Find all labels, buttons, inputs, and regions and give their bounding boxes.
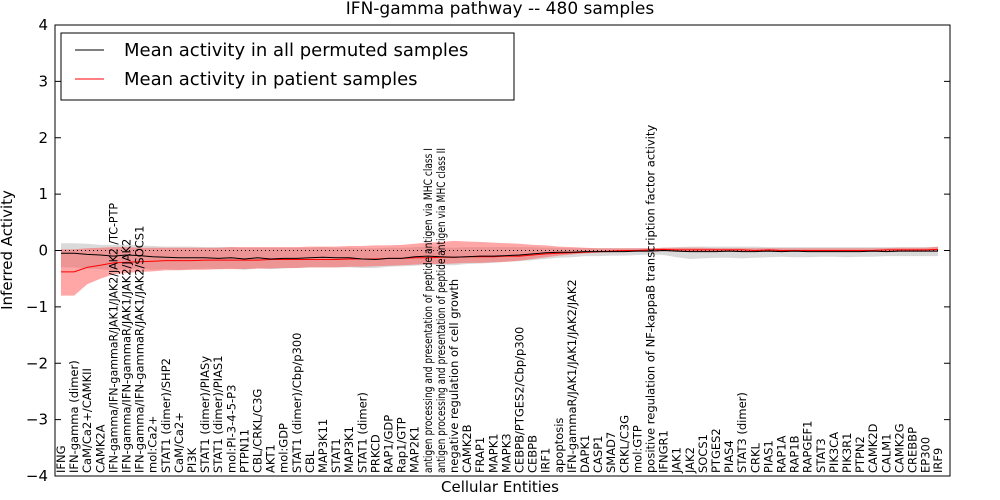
permuted-mean-line [61,249,938,261]
legend: Mean activity in all permuted samples Me… [60,32,515,101]
x-tick-label: CaM/Ca2+ [172,412,186,473]
x-tick-label: PI3K [185,447,199,473]
x-tick-label: STAT1 [329,438,343,473]
y-axis: 4 3 2 1 0 −1 −2 −3 −4 [26,16,950,485]
x-tick-label: STAT3 (dimer) [735,392,749,473]
x-tick-label: mol:PI-3-4-5-P3 [224,385,238,473]
x-tick-label: mol:GDP [277,423,291,473]
x-tick-label: antigen processing and presentation of p… [421,148,435,473]
x-tick-label: STAT1 (dimer)/PIAS1 [211,355,225,473]
x-tick-label: MAP3K1 [342,426,356,473]
x-tick-label: CAMK2B [460,424,474,473]
y-tick-label: −1 [26,298,48,316]
x-tick-label: CEBPB/PTGES2/Cbp/p300 [513,327,527,473]
x-tick-label: IFN-gamma/IFN-gammaR/JAK1/JAK2/JAK2 [120,239,134,473]
x-tick-label: IFN-gamma/IFN-gammaR/JAK1/JAK2/SOCS1 [133,226,147,473]
x-tick-label: PIAS4 [722,440,736,473]
x-tick-label: CAMK2G [892,423,906,473]
y-tick-label: −2 [26,354,48,372]
x-axis-label: Cellular Entities [441,478,559,496]
x-tick-label: CRKL/C3G [617,415,631,473]
x-tick-label: SOCS1 [696,434,710,473]
x-tick-label: AKT1 [264,444,278,473]
y-tick-label: 1 [38,185,48,203]
x-tick-label: negative regulation of cell growth [447,279,461,473]
x-tick-labels: IFNG IFN-gamma (dimer) CaM/Ca2+/CAMKII CAMK… [54,125,945,474]
x-tick-label: PTGES2 [709,428,723,473]
x-tick-label: CRKL [748,442,762,473]
legend-frame [60,32,515,101]
x-tick-label: RAP1/GDP [382,415,396,473]
x-tick-label: IFNGR1 [657,430,671,473]
x-tick-label: PRKCD [368,434,382,473]
y-tick-label: 3 [38,72,48,90]
x-tick-label: STAT1 (dimer) [355,392,369,473]
x-tick-label: STAT1 (dimer)/SHP2 [159,358,173,473]
x-tick-label: MAP2K1 [408,426,422,473]
x-tick-label: PTPN2 [853,436,867,473]
x-tick-label: mol:Ca2+ [146,416,160,473]
legend-patient-label: Mean activity in patient samples [124,69,418,90]
x-tick-label: PTPN11 [237,429,251,473]
x-tick-label: CAMK2A [93,424,107,473]
x-tick-label: IFN-gamma/IFN-gammaR/JAK1/JAK2/JAK2 /TC-… [106,203,120,473]
x-tick-label: CREBBP [906,427,920,473]
x-tick-label: CAMK2D [866,423,880,473]
x-tick-label: JAK1 [670,447,684,474]
plot-area: IFNG IFN-gamma (dimer) CaM/Ca2+/CAMKII CAMK… [54,125,945,474]
x-tick-label: RAP1A [775,435,789,473]
x-tick-label: STAT3 [814,438,828,473]
x-tick-label: apoptosis [552,418,566,473]
legend-permuted-label: Mean activity in all permuted samples [124,40,468,61]
x-tick-label: MAP3K11 [316,419,330,473]
x-tick-label: MAPK1 [486,433,500,473]
x-tick-label: positive regulation of NF-kappaB transcr… [644,125,658,473]
x-tick-label: PIAS1 [761,440,775,473]
x-tick-label: CBL/CRKL/C3G [251,389,265,473]
x-tick-label: IFN-gamma (dimer) [67,360,81,473]
x-tick-label: STAT1 (dimer)/Cbp/p300 [290,332,304,473]
x-tick-label: CaM/Ca2+/CAMKII [80,368,94,473]
x-tick-label: RAPGEF1 [801,421,815,473]
x-tick-label: EP300 [919,437,933,473]
x-tick-label: SMAD7 [604,432,618,473]
x-tick-label: FRAP1 [473,437,487,473]
x-tick-label: CBL [303,450,317,473]
x-tick-label: IFN-gammaR/JAK1/JAK1/JAK2/JAK2 [565,279,579,473]
y-tick-label: −3 [26,411,48,429]
x-tick-label: Rap1/GTP [395,417,409,473]
x-tick-label: IFNG [54,445,68,473]
y-tick-label: 2 [38,129,48,147]
patient-band [61,240,938,296]
y-tick-label: 0 [38,242,48,260]
x-tick-label: mol:GTP [630,425,644,473]
patient-mean-line [61,248,939,273]
x-tick-label: IRF9 [931,448,945,473]
y-axis-label: Inferred Activity [0,190,16,310]
x-tick-label: PIK3CA [827,432,841,473]
x-tick-label: IRF1 [539,448,553,473]
x-tick-label: CALM1 [879,433,893,473]
x-tick-label: CEBPB [526,435,540,473]
x-tick-label: antigen processing and presentation of p… [434,148,448,473]
x-tick-label: MAPK3 [499,433,513,473]
x-tick-label: STAT1 (dimer)/PIASy [198,356,212,473]
x-tick-label: DAPK1 [578,435,592,473]
y-tick-label: 4 [38,16,48,34]
x-tick-label: PIK3R1 [840,433,854,474]
x-tick-label: JAK2 [683,447,697,474]
y-tick-label: −4 [26,467,48,485]
x-tick-label: CASP1 [591,436,605,473]
chart-title: IFN-gamma pathway -- 480 samples [346,0,655,19]
x-tick-label: RAP1B [788,435,802,473]
